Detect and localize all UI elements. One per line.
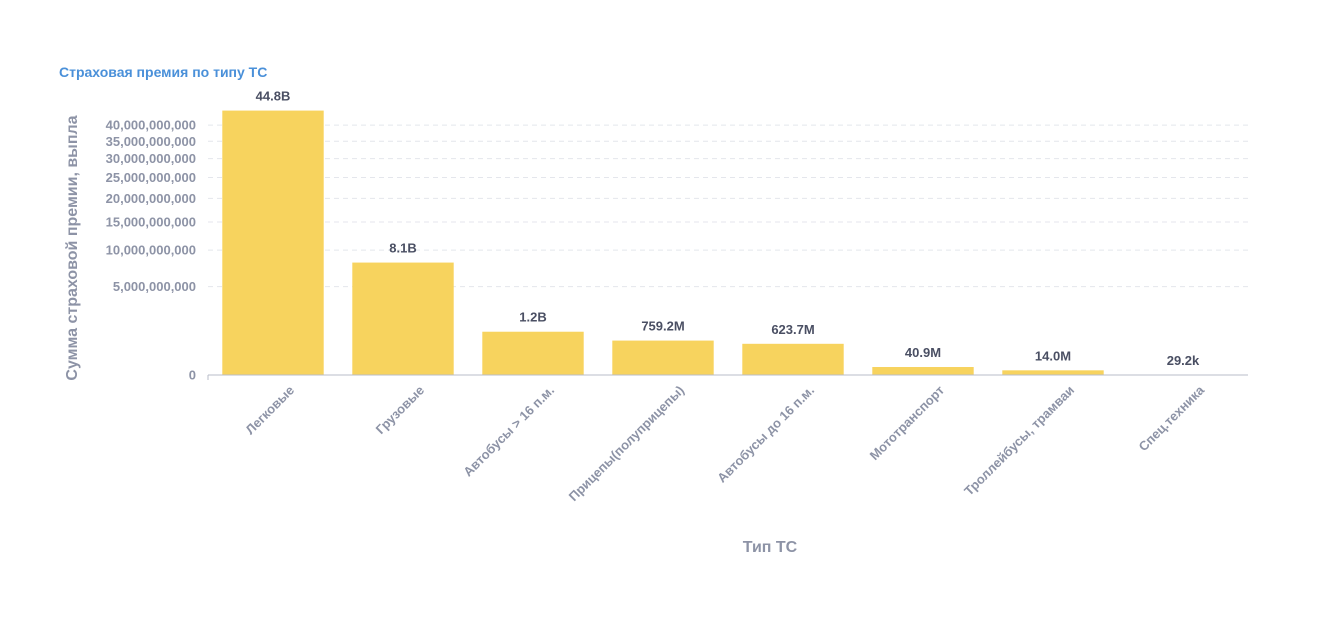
bar [352, 262, 454, 375]
x-axis-title: Тип ТС [743, 539, 798, 556]
y-tick-label: 35,000,000,000 [106, 134, 196, 149]
bars [222, 110, 1234, 376]
y-tick-label: 5,000,000,000 [113, 279, 196, 294]
data-label: 29.2k [1167, 353, 1200, 368]
data-label: 623.7M [771, 322, 814, 337]
gridlines [208, 124, 1248, 288]
data-label: 44.8B [256, 89, 291, 104]
y-tick-label: 30,000,000,000 [106, 151, 196, 166]
bar [482, 331, 584, 375]
x-tick-label: Троллейбусы, трамваи [961, 383, 1077, 499]
x-tick-label: Легковые [242, 383, 297, 438]
x-tick-label: Автобусы до 16 п.м. [714, 383, 817, 486]
chart-title: Страховая премия по типу ТС [59, 64, 268, 80]
bar [612, 340, 714, 375]
data-label: 8.1B [389, 241, 416, 256]
x-tick-label: Прицепы(полуприцепы) [566, 383, 688, 505]
x-tick-label: Спец.техника [1135, 382, 1207, 454]
bar [872, 367, 974, 375]
data-label: 14.0M [1035, 348, 1071, 363]
data-label: 40.9M [905, 345, 941, 360]
y-axis-ticks: 0 5,000,000,000 10,000,000,000 15,000,000,0… [106, 118, 196, 383]
y-tick-label: 15,000,000,000 [106, 215, 196, 230]
data-label: 759.2M [641, 319, 684, 334]
y-tick-label: 0 [189, 368, 196, 383]
y-tick-label: 25,000,000,000 [106, 170, 196, 185]
bar [222, 110, 324, 376]
x-tick-label: Мототранспорт [867, 383, 947, 463]
bar [742, 343, 844, 375]
y-axis-title: Сумма страховой премии, выпла [64, 115, 81, 380]
y-tick-label: 40,000,000,000 [106, 118, 196, 133]
x-tick-label: Грузовые [373, 383, 428, 438]
data-label: 1.2B [519, 310, 546, 325]
bar [1002, 370, 1104, 375]
y-tick-label: 10,000,000,000 [106, 243, 196, 258]
y-tick-label: 20,000,000,000 [106, 191, 196, 206]
x-tick-label: Автобусы > 16 п.м. [460, 383, 557, 480]
data-labels: 44.8B 8.1B 1.2B 759.2M 623.7M 40.9M 14.0M 29.2k [256, 89, 1200, 368]
x-axis-ticks: Легковые Грузовые Автобусы > 16 п.м. Прицеп… [242, 382, 1207, 504]
